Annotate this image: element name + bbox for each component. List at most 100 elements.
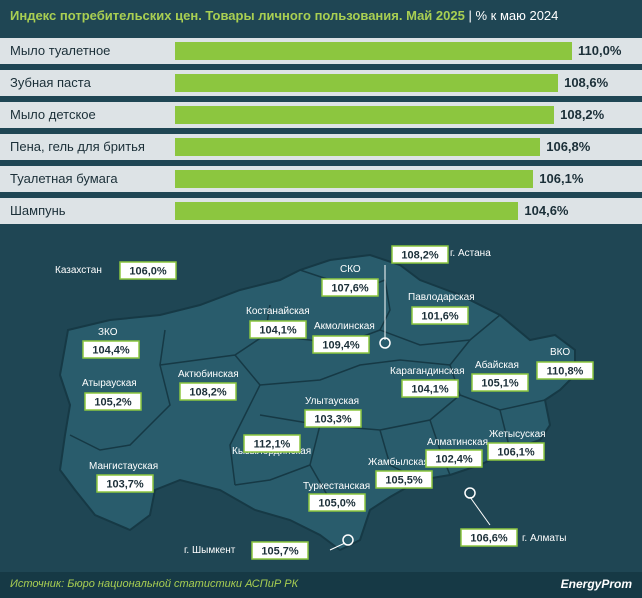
kazakhstan-map-shape	[58, 253, 576, 552]
shymkent-marker	[342, 534, 354, 546]
region-value: 106,6%	[470, 533, 508, 545]
region-value-box	[375, 470, 433, 489]
bar-category-label: Пена, гель для бритья	[10, 139, 145, 154]
region-name: Павлодарская	[408, 292, 475, 303]
region-name: Акмолинская	[314, 321, 375, 332]
region-name: СКО	[340, 264, 361, 275]
region-name: Казахстан	[55, 265, 102, 276]
region-value: 104,1%	[411, 384, 449, 396]
region-name: Жамбылская	[368, 456, 429, 468]
region-name: Алматинская	[427, 437, 488, 448]
bar-category-label: Туалетная бумага	[10, 171, 118, 186]
brand-logo: EnergyProm	[560, 577, 632, 591]
region-name: Туркестанская	[303, 481, 370, 492]
region-value-box	[84, 392, 142, 411]
region-value-box	[308, 493, 366, 512]
bar-row: Мыло детское 108,2%	[0, 102, 642, 128]
bar-row: Зубная паста 108,6%	[0, 70, 642, 96]
title-unit: % к маю 2024	[475, 8, 559, 23]
bar-row: Шампунь 104,6%	[0, 198, 642, 224]
region-value-box	[536, 361, 594, 380]
region-value: 110,8%	[547, 366, 584, 378]
chart-title: Индекс потребительских цен. Товары лично…	[10, 8, 558, 23]
region-value: 105,1%	[481, 378, 519, 390]
bar-category-label: Мыло детское	[10, 107, 96, 122]
region-value: 106,0%	[129, 266, 167, 278]
region-border	[379, 279, 391, 331]
region-value: 101,6%	[421, 311, 459, 323]
region-border	[379, 314, 501, 346]
region-value-box	[401, 379, 459, 398]
region-name: Жетысуская	[489, 429, 546, 440]
region-value-box	[179, 382, 237, 401]
region-name: г. Алматы	[522, 533, 566, 544]
footer: Источник: Бюро национальной статистики А…	[0, 572, 642, 598]
region-name: Костанайская	[246, 306, 310, 317]
region-map: Казахстан 106,0% СКО 107,6% г. Астана 108,2% П…	[55, 245, 594, 560]
region-name: Улытауская	[305, 396, 359, 407]
region-value-box	[471, 373, 529, 392]
region-border	[449, 339, 471, 366]
region-value: 105,0%	[318, 498, 356, 510]
region-border	[259, 359, 451, 386]
almaty-marker	[464, 487, 476, 499]
region-value-box	[391, 245, 449, 264]
region-name: Актюбинская	[178, 368, 239, 380]
bar	[175, 42, 572, 60]
astana-marker	[379, 337, 391, 349]
region-value: 103,7%	[106, 479, 144, 491]
bar-row: Мыло туалетное 110,0%	[0, 38, 642, 64]
region-value: 102,4%	[435, 454, 473, 466]
bar	[175, 138, 541, 156]
almaty-leader	[469, 496, 491, 526]
region-name: Атырауская	[82, 378, 137, 389]
region-value-box	[82, 340, 140, 359]
bar-category-label: Шампунь	[10, 203, 66, 218]
shymkent-leader	[329, 542, 346, 551]
bar-value-label: 104,6%	[524, 203, 569, 218]
region-value-box	[487, 442, 545, 461]
bar-category-label: Зубная паста	[10, 75, 91, 90]
region-name: ВКО	[550, 347, 570, 358]
region-value-box	[312, 335, 370, 354]
region-value-box	[251, 541, 309, 560]
region-border	[229, 354, 261, 486]
region-value: 105,5%	[385, 475, 423, 487]
region-value: 103,3%	[314, 414, 352, 426]
region-name: г. Астана	[450, 248, 491, 259]
region-border	[159, 304, 271, 366]
region-value: 105,2%	[94, 397, 132, 409]
region-name: Абайская	[475, 359, 519, 371]
region-value: 105,7%	[261, 546, 299, 558]
region-value-box	[411, 306, 469, 325]
bar	[175, 74, 559, 92]
title-text: Индекс потребительских цен. Товары лично…	[10, 8, 465, 23]
bar-row: Туалетная бумага 106,1%	[0, 166, 642, 192]
title-separator: |	[468, 8, 472, 23]
region-value-box	[249, 320, 307, 339]
region-value-box	[243, 434, 301, 453]
region-value: 108,2%	[189, 387, 227, 399]
bar	[175, 202, 519, 220]
region-value: 112,1%	[254, 439, 291, 451]
bar	[175, 170, 534, 188]
region-value: 107,6%	[331, 283, 369, 295]
region-name: Карагандинская	[390, 366, 465, 377]
bar-value-label: 110,0%	[578, 43, 622, 58]
region-value-box	[425, 449, 483, 468]
bar-chart: Мыло туалетное 110,0% Зубная паста 108,6% Мы…	[0, 38, 642, 230]
region-name: Мангистауская	[89, 461, 158, 472]
region-border	[234, 464, 311, 486]
region-value-box	[96, 474, 154, 493]
region-value-box	[304, 409, 362, 428]
region-value: 106,1%	[497, 447, 535, 459]
bar-category-label: Мыло туалетное	[10, 43, 111, 58]
bar-value-label: 108,2%	[560, 107, 605, 122]
region-value-box	[460, 528, 518, 547]
region-name: ЗКО	[98, 327, 118, 338]
bar-value-label: 106,1%	[539, 171, 584, 186]
region-value: 104,4%	[92, 345, 130, 357]
region-value: 109,4%	[322, 340, 360, 352]
bar-value-label: 108,6%	[564, 75, 609, 90]
map-labels: Казахстан 106,0% СКО 107,6% г. Астана 108,2% П…	[55, 245, 594, 560]
